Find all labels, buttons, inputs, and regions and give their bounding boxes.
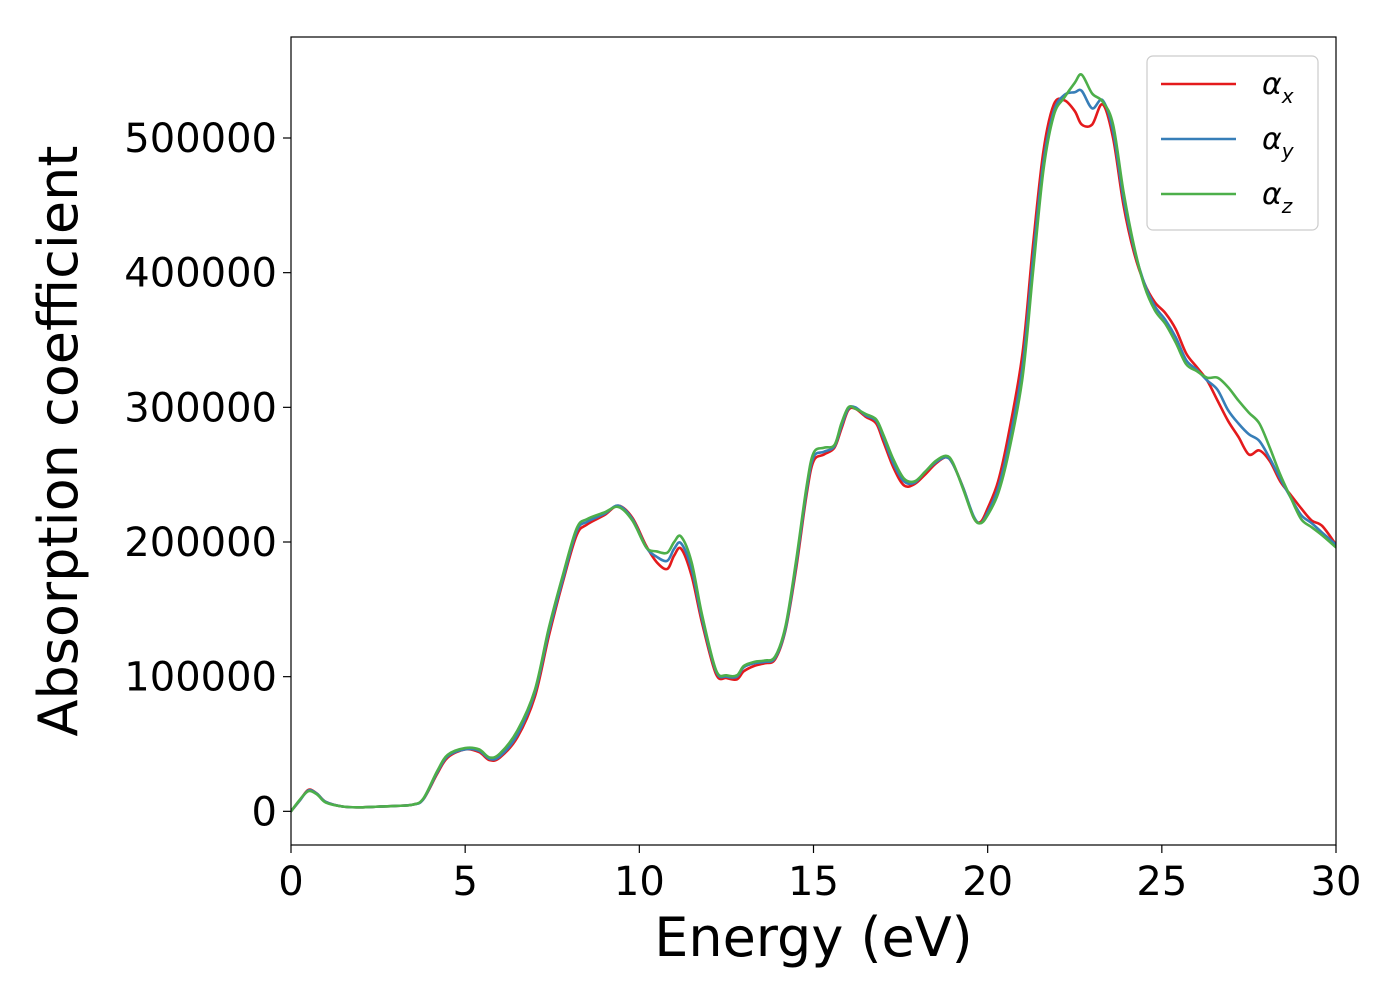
y-axis-label: Absorption coefficient bbox=[27, 146, 90, 737]
x-tick-label: 5 bbox=[452, 859, 477, 905]
x-tick-label: 0 bbox=[278, 859, 303, 905]
y-tick-label: 200000 bbox=[124, 520, 277, 566]
x-tick-label: 25 bbox=[1136, 859, 1187, 905]
y-tick-label: 400000 bbox=[124, 251, 277, 297]
y-tick-label: 300000 bbox=[124, 385, 277, 431]
legend-label-1: αx bbox=[1262, 67, 1294, 108]
x-tick-label: 15 bbox=[788, 859, 839, 905]
series-line-3 bbox=[291, 73, 1336, 813]
y-tick-label: 500000 bbox=[124, 116, 277, 162]
legend-label-2: αy bbox=[1262, 122, 1295, 163]
legend: αx αy αz bbox=[1146, 55, 1319, 231]
legend-label-3: αz bbox=[1262, 177, 1293, 218]
legend-entries: αx αy αz bbox=[1161, 67, 1295, 218]
plot-lines bbox=[291, 73, 1336, 813]
y-tick-label: 100000 bbox=[124, 655, 277, 701]
y-axis-ticks: 0 100000 200000 300000 400000 500000 bbox=[124, 116, 291, 835]
x-axis-ticks: 0 5 10 15 20 25 30 bbox=[278, 845, 1361, 905]
x-tick-label: 30 bbox=[1311, 859, 1362, 905]
legend-box bbox=[1146, 55, 1319, 231]
y-tick-label: 0 bbox=[252, 789, 277, 835]
x-tick-label: 10 bbox=[614, 859, 665, 905]
x-tick-label: 20 bbox=[962, 859, 1013, 905]
x-axis-label: Energy (eV) bbox=[654, 906, 973, 969]
